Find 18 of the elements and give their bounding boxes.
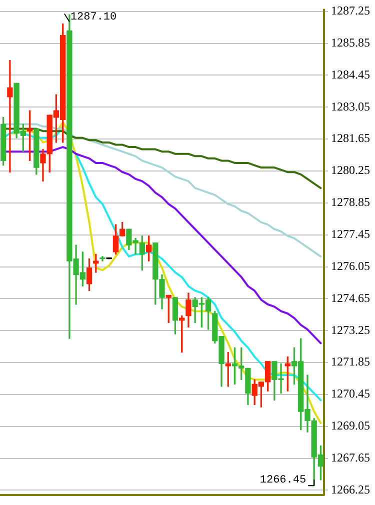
y-tick-label: 1266.25	[331, 482, 370, 496]
y-tick-label: 1284.45	[331, 67, 370, 82]
y-tick-label: 1276.05	[331, 258, 370, 273]
y-tick-label: 1281.65	[331, 131, 370, 146]
annotation: 1266.45	[260, 474, 306, 487]
y-tick-label: 1267.65	[331, 450, 370, 464]
y-tick-label: 1285.85	[331, 35, 370, 50]
y-tick-label: 1280.25	[331, 163, 370, 178]
y-tick-label: 1278.85	[331, 195, 370, 210]
y-tick-label: 1287.25	[331, 3, 370, 18]
annotation: 1287.10	[70, 12, 117, 24]
y-tick-label: 1283.05	[331, 99, 370, 114]
y-tick-label: 1270.45	[331, 386, 370, 401]
y-tick-label: 1271.85	[331, 354, 370, 369]
y-tick-label: 1277.45	[331, 226, 370, 241]
y-tick-label: 1273.25	[331, 322, 370, 337]
y-tick-label: 1269.05	[331, 418, 370, 433]
y-tick-label: 1274.65	[331, 290, 370, 305]
